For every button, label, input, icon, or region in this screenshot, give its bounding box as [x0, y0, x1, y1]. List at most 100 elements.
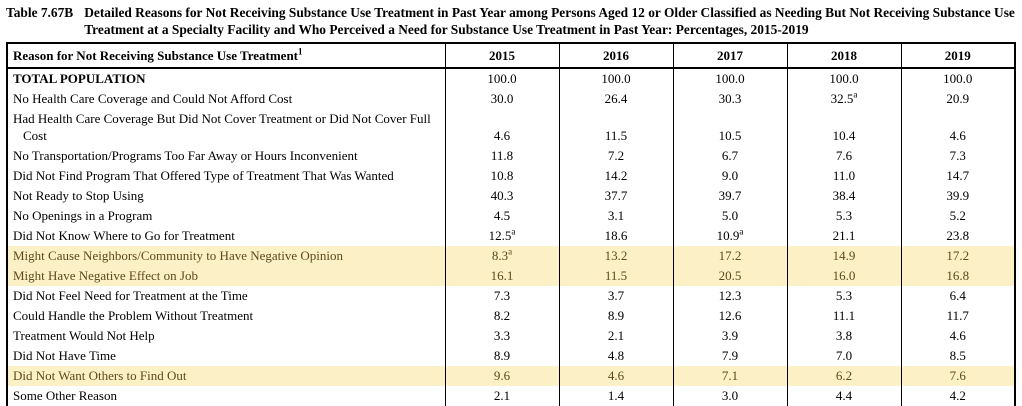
- header-row: Reason for Not Receiving Substance Use T…: [7, 43, 1015, 69]
- row-value: 10.9a: [672, 226, 787, 246]
- row-value: 11.5: [558, 266, 673, 286]
- row-value: 7.3: [444, 286, 559, 306]
- row-label: Might Have Negative Effect on Job: [7, 266, 445, 286]
- row-value: 100.0: [900, 68, 1015, 89]
- table-row: Did Not Want Others to Find Out 9.6 4.6 7.1…: [7, 366, 1015, 386]
- row-value: 1.4: [558, 386, 673, 406]
- table-row: No Health Care Coverage and Could Not Af…: [7, 89, 1015, 109]
- row-label: TOTAL POPULATION: [13, 71, 146, 86]
- table-row: Not Ready to Stop Using 40.3 37.7 39.7 38.4 3…: [7, 186, 1015, 206]
- table-title-text: Detailed Reasons for Not Receiving Subst…: [84, 5, 1015, 37]
- row-value: 7.2: [558, 146, 673, 166]
- row-value: 4.8: [558, 346, 673, 366]
- row-value: 7.3: [900, 146, 1015, 166]
- table-row: Some Other Reason 2.1 1.4 3.0 4.4 4.2: [7, 386, 1015, 406]
- row-value: 4.6: [558, 366, 673, 386]
- row-label: No Transportation/Programs Too Far Away …: [13, 148, 358, 163]
- year-column-header-2017: 2017: [672, 43, 787, 69]
- row-value: 7.9: [672, 346, 787, 366]
- row-label: Might Cause Neighbors/Community to Have …: [7, 246, 445, 266]
- row-value: 17.2: [900, 246, 1015, 266]
- row-value: 5.0: [672, 206, 787, 226]
- row-label: Did Not Find Program That Offered Type o…: [13, 168, 394, 183]
- row-value: 40.3: [444, 186, 559, 206]
- reasons-table: Reason for Not Receiving Substance Use T…: [6, 42, 1016, 406]
- row-value: 8.9: [444, 346, 559, 366]
- row-value: 5.3: [786, 206, 901, 226]
- row-label: Could Handle the Problem Without Treatme…: [13, 308, 254, 323]
- row-value: 3.1: [558, 206, 673, 226]
- row-value: 5.2: [900, 206, 1015, 226]
- row-value: 18.6: [558, 226, 673, 246]
- row-value: 2.1: [444, 386, 559, 406]
- row-value: 37.7: [558, 186, 673, 206]
- row-value: 39.7: [672, 186, 787, 206]
- row-value: 8.9: [558, 306, 673, 326]
- value-footnote-marker: a: [739, 226, 744, 237]
- value-footnote-marker: a: [511, 226, 516, 237]
- table-row: Did Not Have Time 8.9 4.8 7.9 7.0 8.5: [7, 346, 1015, 366]
- year-column-header-2015: 2015: [444, 43, 559, 69]
- table-row: Treatment Would Not Help 3.3 2.1 3.9 3.8 4.6: [7, 326, 1015, 346]
- row-value: 14.9: [786, 246, 901, 266]
- row-value: 11.0: [786, 166, 901, 186]
- row-value: 16.8: [900, 266, 1015, 286]
- row-value: 8.3a: [444, 246, 559, 266]
- row-value: 100.0: [558, 68, 673, 89]
- row-value: 3.8: [786, 326, 901, 346]
- row-value: 6.4: [900, 286, 1015, 306]
- row-value: 4.2: [900, 386, 1015, 406]
- table-row: Might Have Negative Effect on Job 16.1 11.…: [7, 266, 1015, 286]
- row-value: 14.7: [900, 166, 1015, 186]
- row-value: 16.1: [444, 266, 559, 286]
- row-value: 9.6: [444, 366, 559, 386]
- year-column-header-2018: 2018: [786, 43, 901, 69]
- table-body: TOTAL POPULATION 100.0 100.0 100.0 100.0 100.…: [7, 68, 1015, 406]
- row-value: 9.0: [672, 166, 787, 186]
- row-value: 14.2: [558, 166, 673, 186]
- row-value: 10.5: [672, 109, 787, 146]
- footnote-marker: 1: [298, 46, 303, 57]
- row-value: 12.5a: [444, 226, 559, 246]
- row-value: 32.5a: [786, 89, 901, 109]
- row-value: 11.8: [444, 146, 559, 166]
- row-value: 100.0: [444, 68, 559, 89]
- table-row: No Openings in a Program 4.5 3.1 5.0 5.3 5.2: [7, 206, 1015, 226]
- row-value: 11.5: [558, 109, 673, 146]
- row-value: 3.7: [558, 286, 673, 306]
- row-value: 4.6: [900, 326, 1015, 346]
- row-value: 4.6: [444, 109, 559, 146]
- row-value: 12.6: [672, 306, 787, 326]
- row-value: 11.7: [900, 306, 1015, 326]
- row-value: 12.3: [672, 286, 787, 306]
- row-value: 3.9: [672, 326, 787, 346]
- row-label: Not Ready to Stop Using: [13, 188, 144, 203]
- row-label: Had Health Care Coverage But Did Not Cov…: [13, 111, 431, 143]
- row-label: Did Not Know Where to Go for Treatment: [13, 228, 235, 243]
- row-value: 13.2: [558, 246, 673, 266]
- row-value: 10.8: [444, 166, 559, 186]
- table-row: Did Not Know Where to Go for Treatment 12…: [7, 226, 1015, 246]
- table-row: Had Health Care Coverage But Did Not Cov…: [7, 109, 1015, 146]
- table-row: Could Handle the Problem Without Treatme…: [7, 306, 1015, 326]
- row-value: 20.9: [900, 89, 1015, 109]
- row-value: 20.5: [672, 266, 787, 286]
- row-value: 100.0: [672, 68, 787, 89]
- table-row: No Transportation/Programs Too Far Away …: [7, 146, 1015, 166]
- row-value: 5.3: [786, 286, 901, 306]
- year-column-header-2016: 2016: [558, 43, 673, 69]
- row-value: 7.6: [900, 366, 1015, 386]
- row-value: 6.7: [672, 146, 787, 166]
- row-value: 38.4: [786, 186, 901, 206]
- row-value: 26.4: [558, 89, 673, 109]
- row-value: 21.1: [786, 226, 901, 246]
- row-value: 7.6: [786, 146, 901, 166]
- table-row: Did Not Find Program That Offered Type o…: [7, 166, 1015, 186]
- row-value: 10.4: [786, 109, 901, 146]
- row-value: 6.2: [786, 366, 901, 386]
- row-value: 30.0: [444, 89, 559, 109]
- row-value: 16.0: [786, 266, 901, 286]
- row-value: 30.3: [672, 89, 787, 109]
- row-label: Did Not Want Others to Find Out: [7, 366, 445, 386]
- row-value: 2.1: [558, 326, 673, 346]
